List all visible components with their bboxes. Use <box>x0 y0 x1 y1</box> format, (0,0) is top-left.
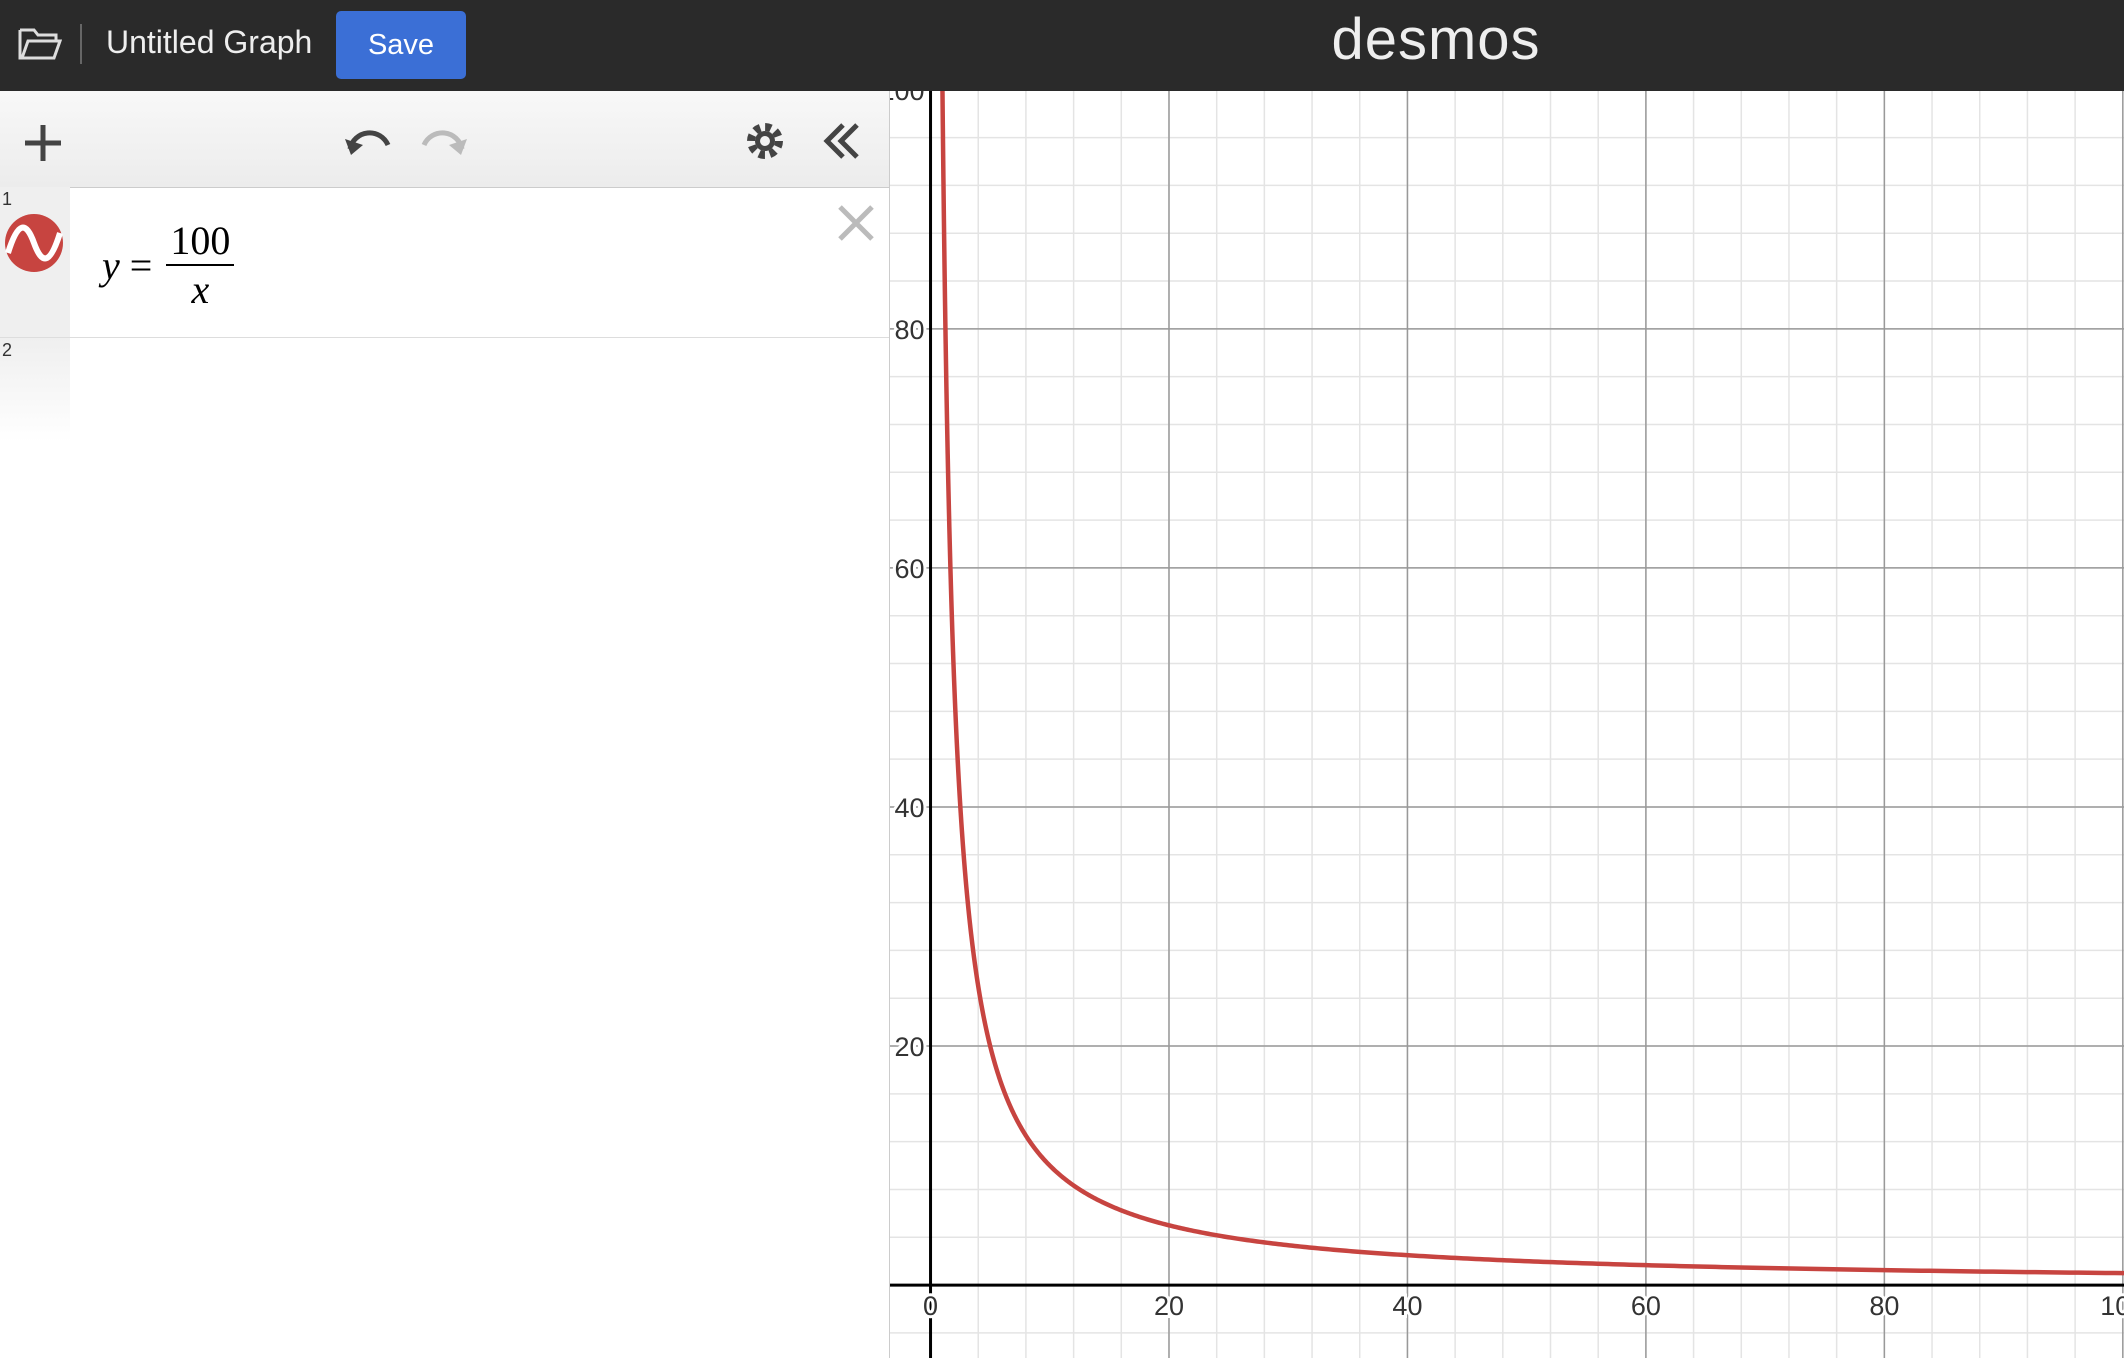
x-tick-label: 80 <box>1869 1291 1899 1321</box>
y-tick-label: 80 <box>894 315 924 345</box>
x-tick-label: 40 <box>1392 1291 1422 1321</box>
x-tick-label: 60 <box>1631 1291 1661 1321</box>
toolbar <box>0 91 889 188</box>
curve <box>940 91 2124 1276</box>
expression-row[interactable]: 2 <box>0 338 889 442</box>
y-tick-label: 20 <box>894 1032 924 1062</box>
graph-title[interactable]: Untitled Graph <box>106 24 313 60</box>
equals: = <box>129 242 153 288</box>
save-button[interactable]: Save <box>336 11 466 79</box>
x-tick-label: 100 <box>2100 1291 2124 1321</box>
delete-button[interactable] <box>836 203 876 243</box>
collapse-button[interactable] <box>823 123 859 159</box>
row-number: 1 <box>2 189 13 209</box>
graph[interactable]: 0 20 40 60 80 100 20 40 60 80 100 <box>890 91 2124 1358</box>
fraction: 100 x <box>166 217 235 313</box>
row-number: 2 <box>2 340 13 360</box>
expression[interactable]: y = 100 x <box>102 217 235 313</box>
toolbar-icons <box>25 123 859 161</box>
lhs: y <box>102 242 120 288</box>
logo: desmos <box>1331 7 1541 72</box>
gutter <box>0 338 70 442</box>
divider <box>80 24 82 64</box>
y-tick-label: 100 <box>890 91 925 106</box>
y-tick-label: 40 <box>894 793 924 823</box>
settings-button[interactable] <box>747 123 783 159</box>
x-tick-label: 0 <box>923 1291 938 1321</box>
numerator: 100 <box>166 217 235 266</box>
x-tick-label: 20 <box>1154 1291 1184 1321</box>
open-icon[interactable] <box>18 26 62 62</box>
add-button[interactable] <box>25 125 61 161</box>
expression-panel: 1 y = 100 x 2 <box>0 91 890 1358</box>
y-tick-label: 60 <box>894 554 924 584</box>
denominator: x <box>191 267 210 312</box>
header: Untitled Graph Save desmos <box>0 0 2124 91</box>
expression-row[interactable]: 1 y = 100 x <box>0 187 889 338</box>
color-icon[interactable] <box>4 213 64 273</box>
